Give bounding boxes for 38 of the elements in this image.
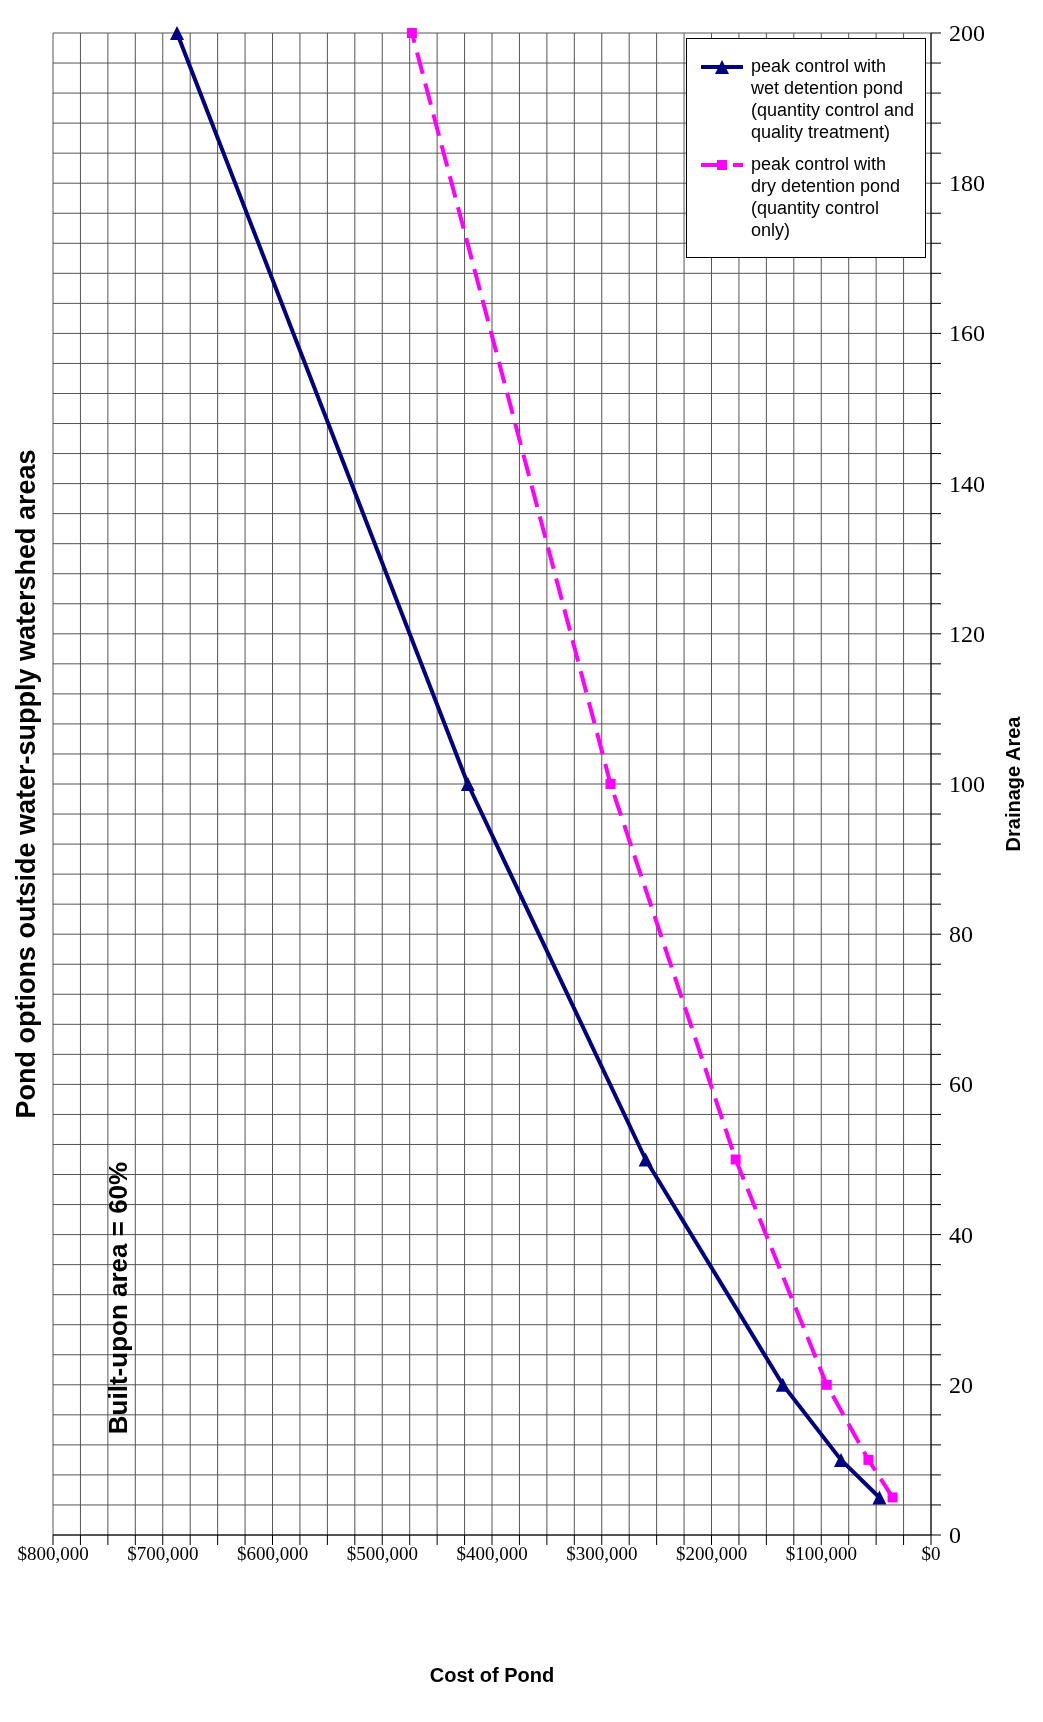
- point: [730, 1154, 741, 1165]
- y-axis-title: Drainage Area: [1002, 715, 1025, 852]
- point: [460, 777, 475, 791]
- y-tick-label: 20: [949, 1370, 973, 1399]
- y-tick-label: 160: [949, 319, 985, 348]
- y-tick-label: 140: [949, 469, 985, 498]
- x-tick-label: $400,000: [456, 1543, 528, 1565]
- point: [170, 26, 185, 40]
- text: Pond options outside water-supply watershed areas: [9, 448, 42, 1121]
- point: [406, 28, 417, 38]
- point: [775, 1377, 790, 1392]
- point: [605, 779, 616, 789]
- legend-label: peak control with wet detention pond (quantity control and quality treatment): [751, 55, 915, 143]
- y-tick-label: 120: [949, 619, 985, 648]
- x-tick-label: $600,000: [236, 1543, 309, 1565]
- y-tick-label: 200: [949, 19, 985, 47]
- x-tick-label: $100,000: [785, 1543, 857, 1565]
- x-tick-label: $300,000: [566, 1543, 638, 1565]
- x-tick-label: $200,000: [675, 1543, 748, 1565]
- point: [638, 1152, 653, 1167]
- point: [863, 1454, 874, 1465]
- x-tick-label: $0: [921, 1543, 941, 1565]
- legend-label: peak control with dry detention pond (quantity control only): [751, 153, 902, 241]
- point: [834, 1452, 848, 1467]
- y-tick-label: 40: [949, 1220, 973, 1249]
- y-tick-label: 0: [949, 1521, 961, 1549]
- y-tick-label: 180: [949, 169, 985, 198]
- annotation: Built-upon area = 60%: [101, 1160, 134, 1437]
- x-tick-label: $700,000: [127, 1543, 199, 1565]
- y-tick-label: 100: [949, 770, 985, 798]
- point: [887, 1492, 898, 1503]
- x-tick-label: $800,000: [17, 1543, 89, 1565]
- y-tick-label: 80: [949, 920, 973, 949]
- point: [872, 1490, 887, 1505]
- y-tick-label: 60: [949, 1070, 973, 1099]
- point: [821, 1379, 832, 1390]
- x-axis-title: Cost of Pond: [429, 1664, 555, 1686]
- x-tick-label: $500,000: [346, 1543, 418, 1565]
